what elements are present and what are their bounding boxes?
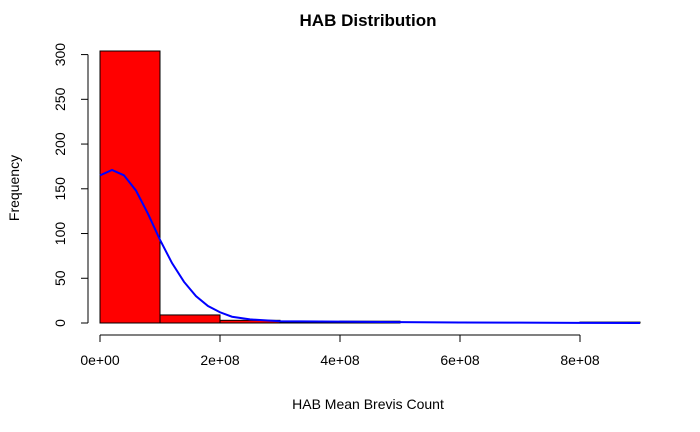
x-tick-label-4: 8e+08 xyxy=(560,352,600,368)
y-tick-label-3: 150 xyxy=(52,177,68,201)
bars-group xyxy=(99,50,641,324)
y-axis: 0 50 100 150 200 250 300 xyxy=(52,43,89,327)
y-axis-label: Frequency xyxy=(6,155,22,221)
y-tick-label-5: 250 xyxy=(52,87,68,111)
histogram-bar-0 xyxy=(99,50,161,324)
x-tick-label-2: 4e+08 xyxy=(320,352,360,368)
x-axis-label: HAB Mean Brevis Count xyxy=(292,396,444,412)
histogram-bar-1 xyxy=(159,314,221,324)
density-curve xyxy=(99,168,641,324)
y-tick-label-2: 100 xyxy=(52,222,68,246)
chart-title: HAB Distribution xyxy=(300,11,437,30)
y-tick-label-1: 50 xyxy=(52,270,68,286)
y-tick-label-0: 0 xyxy=(52,319,68,327)
y-tick-label-4: 200 xyxy=(52,132,68,156)
x-tick-label-0: 0e+00 xyxy=(80,352,120,368)
x-tick-label-1: 2e+08 xyxy=(200,352,240,368)
x-axis: 0e+00 2e+08 4e+08 6e+08 8e+08 xyxy=(80,334,600,368)
y-tick-label-6: 300 xyxy=(52,43,68,67)
x-tick-label-3: 6e+08 xyxy=(440,352,480,368)
